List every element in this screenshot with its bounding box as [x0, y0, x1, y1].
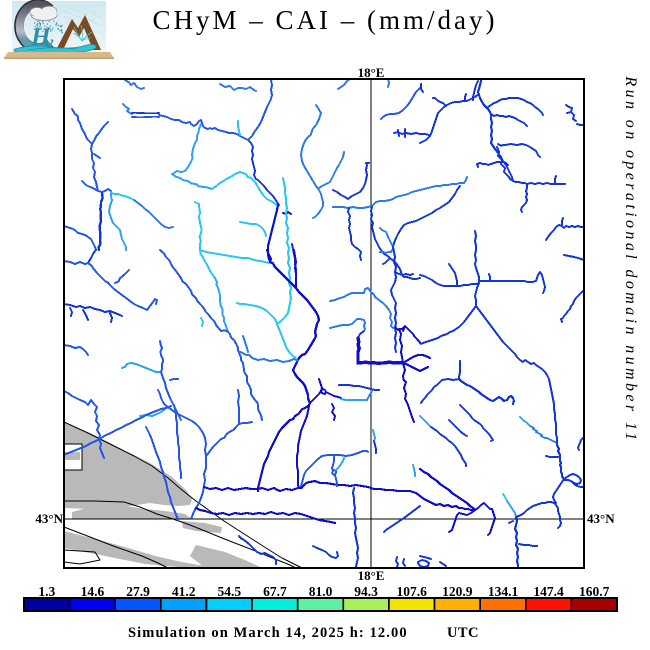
svg-text:H: H	[30, 24, 52, 51]
svg-text:41.2: 41.2	[172, 584, 196, 599]
svg-text:18°E: 18°E	[358, 568, 385, 583]
svg-text:43°N: 43°N	[587, 511, 615, 526]
svg-text:CHyM – CAI – (mm/day): CHyM – CAI – (mm/day)	[153, 5, 498, 35]
svg-text:18°E: 18°E	[358, 65, 385, 80]
svg-text:54.5: 54.5	[217, 584, 241, 599]
svg-text:UTC: UTC	[447, 625, 479, 641]
svg-text:107.6: 107.6	[397, 584, 428, 599]
svg-text:134.1: 134.1	[488, 584, 519, 599]
svg-text:94.3: 94.3	[354, 584, 378, 599]
svg-text:160.7: 160.7	[579, 584, 610, 599]
svg-text:147.4: 147.4	[533, 584, 564, 599]
svg-text:27.9: 27.9	[126, 584, 150, 599]
svg-text:43°N: 43°N	[35, 511, 63, 526]
svg-text:Simulation on March 14, 2025 h: Simulation on March 14, 2025 h: 12.00	[128, 625, 408, 641]
svg-text:120.9: 120.9	[442, 584, 473, 599]
svg-text:81.0: 81.0	[309, 584, 333, 599]
svg-text:67.7: 67.7	[263, 584, 287, 599]
svg-text:1.3: 1.3	[38, 584, 55, 599]
svg-text:14.6: 14.6	[81, 584, 105, 599]
svg-text:Run on operational domain numb: Run on operational domain number 11	[622, 75, 639, 443]
